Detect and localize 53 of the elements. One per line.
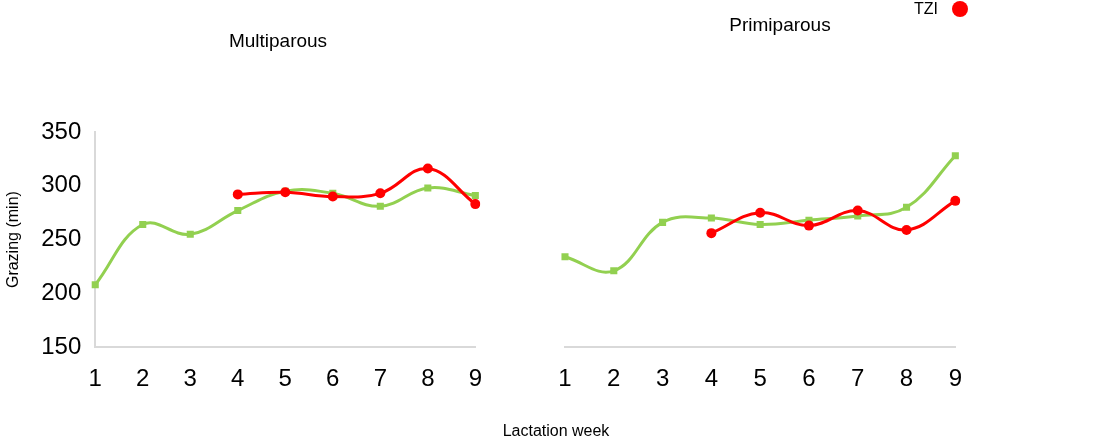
y-axis-title: Grazing (min) [4, 191, 22, 289]
point [706, 228, 717, 239]
x-tick-label: 9 [948, 364, 963, 392]
point [422, 163, 433, 174]
x-axis-title: Lactation week [502, 422, 610, 440]
x-tick-label: 3 [655, 364, 670, 392]
x-tick-label: 1 [88, 364, 102, 392]
x-tick-label: 8 [421, 364, 435, 392]
point [471, 191, 479, 200]
point [903, 203, 911, 211]
point [327, 191, 338, 202]
x-tick-label: 7 [851, 364, 865, 392]
point [901, 224, 912, 235]
chart-title: Primiparous [729, 14, 831, 36]
point [186, 230, 194, 238]
x-tick-label: 5 [753, 364, 767, 392]
x-tick-label: 6 [326, 364, 340, 392]
point [424, 184, 432, 192]
x-tick-label: 3 [183, 364, 197, 392]
x-tick-label: 2 [607, 364, 621, 392]
point [803, 220, 814, 231]
point [852, 205, 863, 216]
x-tick-label: 1 [558, 364, 572, 392]
point [950, 195, 961, 206]
point [91, 281, 99, 289]
x-tick-label: 6 [802, 364, 816, 392]
y-tick-label: 300 [41, 170, 82, 198]
y-tick-label: 350 [41, 116, 82, 144]
point [707, 214, 715, 222]
legend-label: TZI [914, 0, 938, 18]
x-tick-label: 8 [899, 364, 914, 392]
point [610, 267, 618, 275]
point [561, 253, 569, 261]
point [234, 207, 242, 215]
point [232, 189, 243, 200]
chart-title: Multiparous [228, 30, 328, 52]
y-tick-label: 200 [41, 278, 82, 306]
x-tick-label: 4 [231, 364, 245, 392]
y-tick-label: 250 [41, 224, 82, 252]
x-tick-label: 9 [468, 364, 483, 392]
point [376, 202, 384, 210]
point [951, 152, 959, 160]
point [139, 221, 147, 229]
point [659, 218, 667, 226]
point [375, 188, 386, 199]
point [470, 199, 481, 210]
x-tick-label: 2 [136, 364, 150, 392]
x-tick-label: 5 [278, 364, 292, 392]
y-tick-label: 150 [41, 331, 82, 359]
x-tick-label: 7 [373, 364, 387, 392]
x-tick-label: 4 [704, 364, 719, 392]
point [755, 207, 766, 218]
point [756, 221, 764, 229]
